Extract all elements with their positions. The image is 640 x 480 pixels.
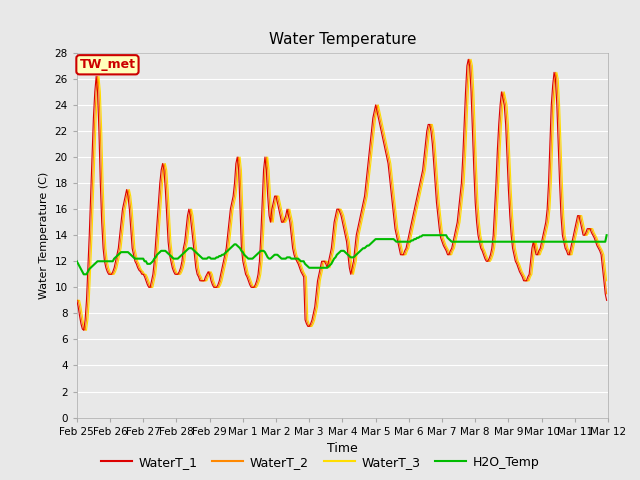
Legend: WaterT_1, WaterT_2, WaterT_3, H2O_Temp: WaterT_1, WaterT_2, WaterT_3, H2O_Temp bbox=[95, 451, 545, 474]
Title: Water Temperature: Water Temperature bbox=[269, 33, 416, 48]
X-axis label: Time: Time bbox=[327, 442, 358, 455]
Y-axis label: Water Temperature (C): Water Temperature (C) bbox=[39, 171, 49, 299]
Text: TW_met: TW_met bbox=[79, 58, 136, 71]
